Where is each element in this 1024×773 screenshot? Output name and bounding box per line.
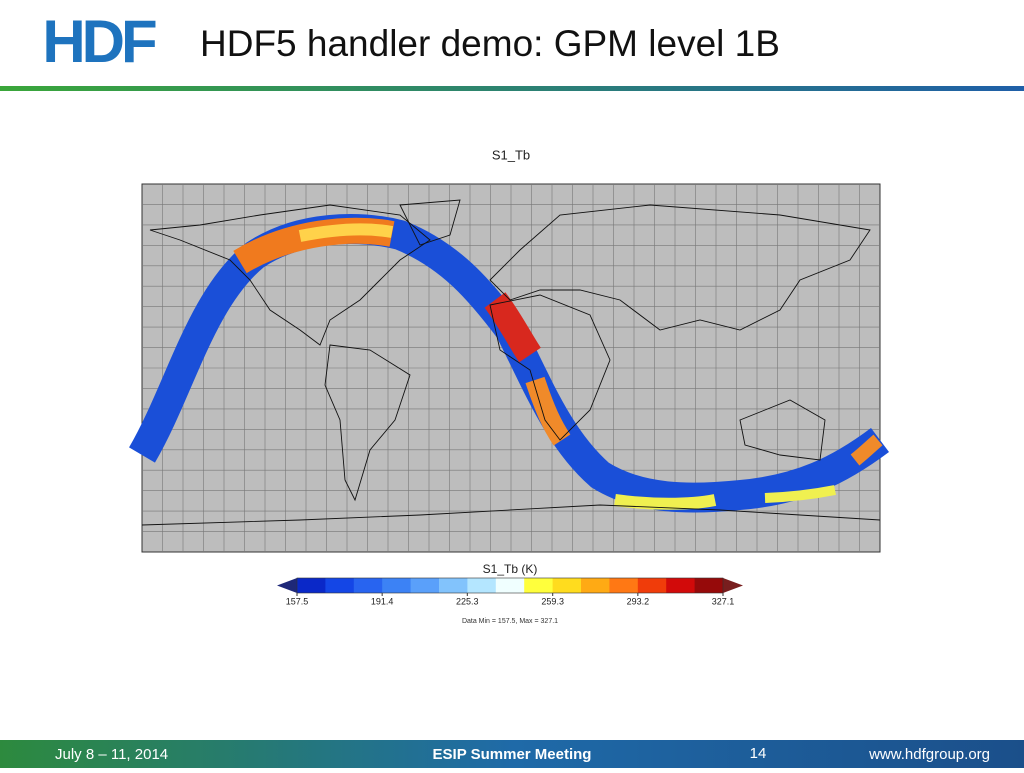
colorbar-tick-label: 225.3 xyxy=(456,596,479,606)
colorbar: 157.5 191.4 225.3 259.3 293.2 327.1 xyxy=(277,577,743,606)
colorbar-segment xyxy=(382,578,412,593)
colorbar-under-arrow xyxy=(277,578,297,593)
logo: HDF xyxy=(42,8,156,75)
data-range-note: Data Min = 157.5, Max = 327.1 xyxy=(462,618,558,625)
colorbar-segment xyxy=(524,578,554,593)
colorbar-title: S1_Tb (K) xyxy=(483,562,538,576)
footer-date: July 8 – 11, 2014 xyxy=(55,746,168,763)
colorbar-tick-label: 293.2 xyxy=(627,596,650,606)
slide-title: HDF5 handler demo: GPM level 1B xyxy=(200,23,780,64)
colorbar-segment xyxy=(297,578,326,593)
footer-bar xyxy=(0,740,1024,768)
coastlines xyxy=(141,199,881,526)
map xyxy=(129,183,889,553)
colorbar-segment xyxy=(325,578,355,593)
header-rule xyxy=(0,86,1024,91)
footer-event: ESIP Summer Meeting xyxy=(433,746,592,763)
colorbar-tick-label: 327.1 xyxy=(712,596,735,606)
colorbar-segment xyxy=(353,578,383,593)
colorbar-segment xyxy=(410,578,440,593)
figure-title: S1_Tb xyxy=(492,147,530,162)
colorbar-segment xyxy=(495,578,525,593)
colorbar-segment xyxy=(637,578,667,593)
colorbar-tick-label: 191.4 xyxy=(371,596,394,606)
colorbar-segment xyxy=(694,578,724,593)
colorbar-tick-label: 157.5 xyxy=(286,596,309,606)
colorbar-tick-label: 259.3 xyxy=(541,596,564,606)
colorbar-segment xyxy=(439,578,468,593)
colorbar-segment xyxy=(552,578,582,593)
footer-url: www.hdfgroup.org xyxy=(868,746,990,763)
colorbar-segment xyxy=(581,578,610,593)
page-number: 14 xyxy=(750,745,767,762)
colorbar-over-arrow xyxy=(723,578,743,593)
colorbar-segment xyxy=(609,578,639,593)
colorbar-segment xyxy=(666,578,696,593)
colorbar-frame xyxy=(296,577,724,594)
colorbar-segment xyxy=(467,578,497,593)
swath xyxy=(129,214,889,513)
